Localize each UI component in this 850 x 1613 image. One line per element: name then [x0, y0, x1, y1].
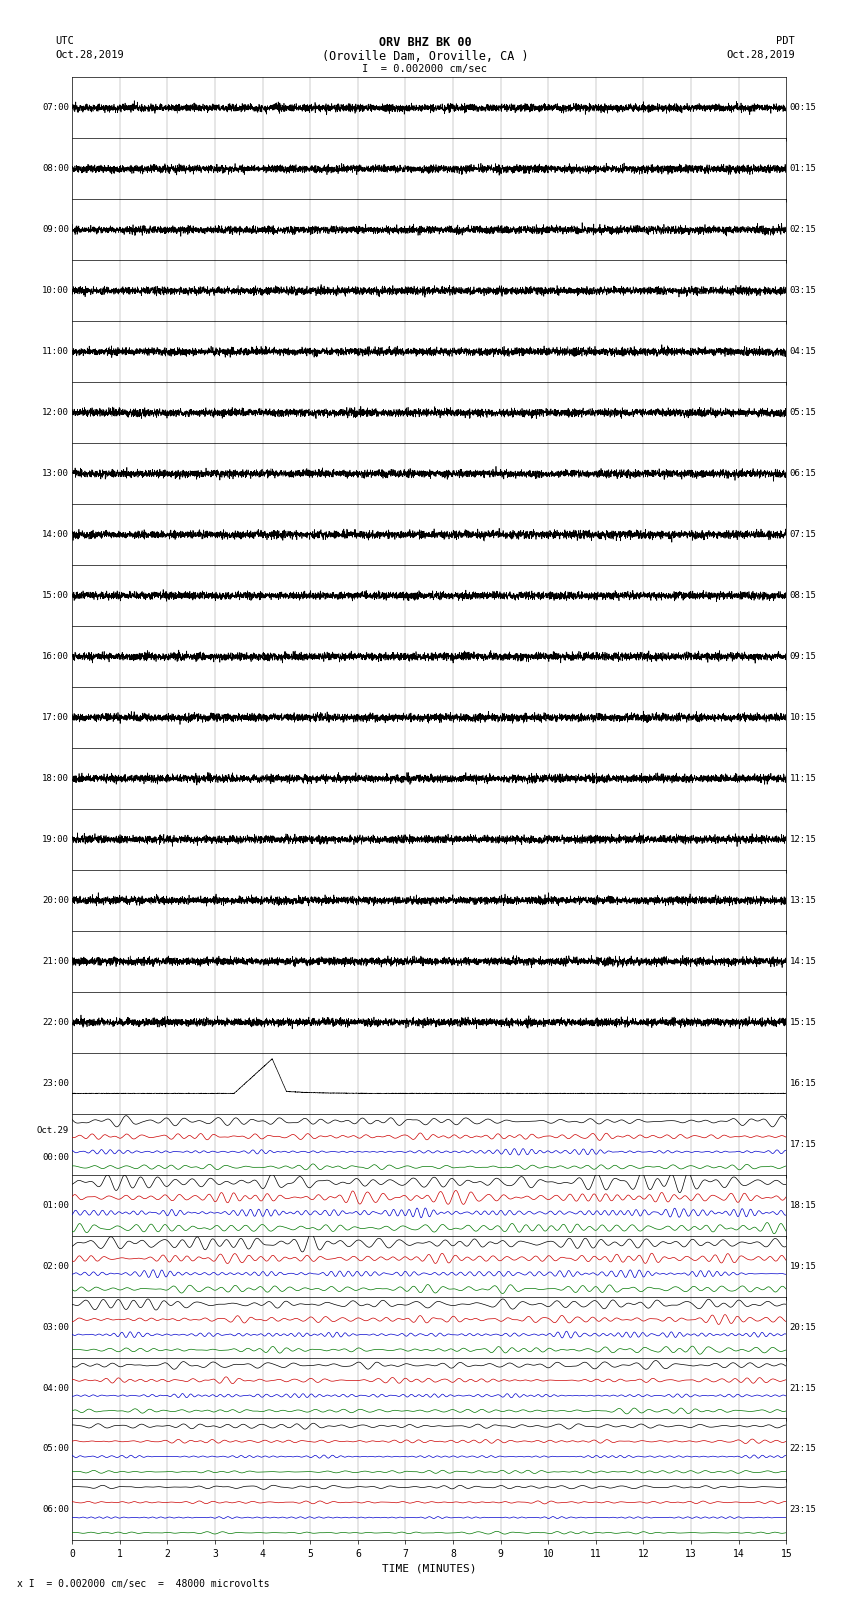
Text: I  = 0.002000 cm/sec: I = 0.002000 cm/sec — [362, 65, 488, 74]
Text: 11:15: 11:15 — [790, 774, 817, 782]
Text: 15:00: 15:00 — [42, 590, 69, 600]
Text: 11:00: 11:00 — [42, 347, 69, 356]
Text: 23:00: 23:00 — [42, 1079, 69, 1087]
Text: 02:15: 02:15 — [790, 226, 817, 234]
Text: 17:00: 17:00 — [42, 713, 69, 723]
Text: 00:00: 00:00 — [42, 1153, 69, 1161]
Text: 01:15: 01:15 — [790, 165, 817, 173]
Text: 21:15: 21:15 — [790, 1384, 817, 1392]
Text: Oct.29: Oct.29 — [37, 1126, 69, 1136]
Text: 20:15: 20:15 — [790, 1323, 817, 1332]
Text: (Oroville Dam, Oroville, CA ): (Oroville Dam, Oroville, CA ) — [321, 50, 529, 63]
Text: 19:15: 19:15 — [790, 1261, 817, 1271]
Text: x I  = 0.002000 cm/sec  =  48000 microvolts: x I = 0.002000 cm/sec = 48000 microvolts — [17, 1579, 269, 1589]
Text: Oct.28,2019: Oct.28,2019 — [55, 50, 124, 60]
Text: 17:15: 17:15 — [790, 1140, 817, 1148]
Text: 09:00: 09:00 — [42, 226, 69, 234]
Text: 19:00: 19:00 — [42, 836, 69, 844]
Text: 02:00: 02:00 — [42, 1261, 69, 1271]
X-axis label: TIME (MINUTES): TIME (MINUTES) — [382, 1563, 477, 1574]
Text: 09:15: 09:15 — [790, 652, 817, 661]
Text: 08:15: 08:15 — [790, 590, 817, 600]
Text: 12:00: 12:00 — [42, 408, 69, 418]
Text: 06:15: 06:15 — [790, 469, 817, 477]
Text: 01:00: 01:00 — [42, 1200, 69, 1210]
Text: PDT: PDT — [776, 37, 795, 47]
Text: 23:15: 23:15 — [790, 1505, 817, 1515]
Text: 08:00: 08:00 — [42, 165, 69, 173]
Text: 22:00: 22:00 — [42, 1018, 69, 1027]
Text: 14:00: 14:00 — [42, 531, 69, 539]
Text: 16:00: 16:00 — [42, 652, 69, 661]
Text: 18:00: 18:00 — [42, 774, 69, 782]
Text: 05:15: 05:15 — [790, 408, 817, 418]
Text: 00:15: 00:15 — [790, 103, 817, 113]
Text: Oct.28,2019: Oct.28,2019 — [726, 50, 795, 60]
Text: 10:15: 10:15 — [790, 713, 817, 723]
Text: 16:15: 16:15 — [790, 1079, 817, 1087]
Text: 18:15: 18:15 — [790, 1200, 817, 1210]
Text: 04:00: 04:00 — [42, 1384, 69, 1392]
Text: 04:15: 04:15 — [790, 347, 817, 356]
Text: 21:00: 21:00 — [42, 957, 69, 966]
Text: 13:15: 13:15 — [790, 895, 817, 905]
Text: 20:00: 20:00 — [42, 895, 69, 905]
Text: 15:15: 15:15 — [790, 1018, 817, 1027]
Text: 13:00: 13:00 — [42, 469, 69, 477]
Text: ORV BHZ BK 00: ORV BHZ BK 00 — [379, 37, 471, 50]
Text: UTC: UTC — [55, 37, 74, 47]
Text: 05:00: 05:00 — [42, 1445, 69, 1453]
Text: 22:15: 22:15 — [790, 1445, 817, 1453]
Text: 03:00: 03:00 — [42, 1323, 69, 1332]
Text: 06:00: 06:00 — [42, 1505, 69, 1515]
Text: 03:15: 03:15 — [790, 286, 817, 295]
Text: 14:15: 14:15 — [790, 957, 817, 966]
Text: 10:00: 10:00 — [42, 286, 69, 295]
Text: 07:00: 07:00 — [42, 103, 69, 113]
Text: 12:15: 12:15 — [790, 836, 817, 844]
Text: 07:15: 07:15 — [790, 531, 817, 539]
